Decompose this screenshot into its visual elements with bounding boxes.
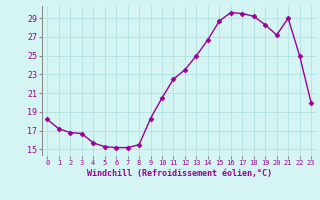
X-axis label: Windchill (Refroidissement éolien,°C): Windchill (Refroidissement éolien,°C)	[87, 169, 272, 178]
